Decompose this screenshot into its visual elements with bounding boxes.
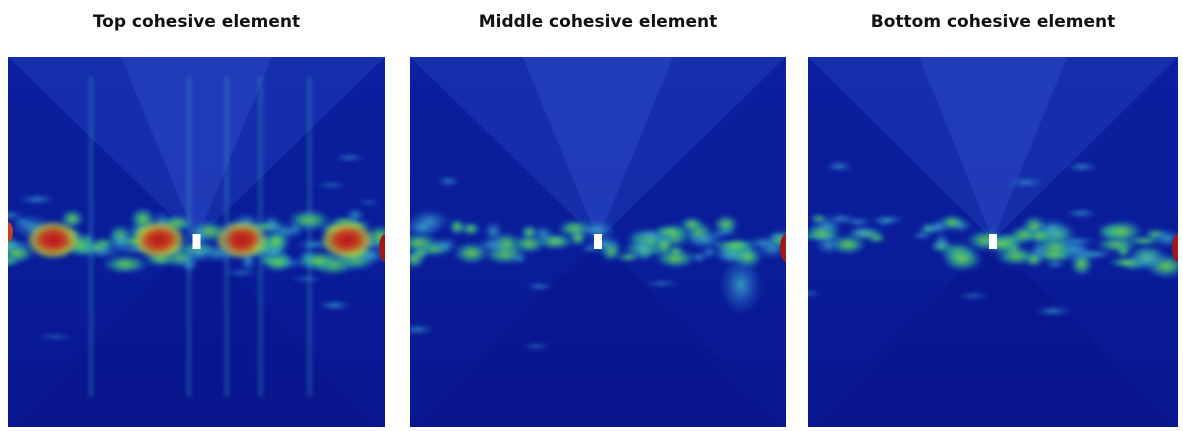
damage-spot — [632, 236, 653, 260]
damage-spot — [1108, 257, 1144, 267]
crack-tip — [989, 234, 997, 249]
damage-spot — [430, 237, 459, 253]
scatter-spot — [706, 232, 730, 236]
scatter-spot — [525, 283, 553, 290]
damage-spot — [933, 233, 949, 251]
damage-spot — [844, 217, 873, 226]
edge-mark — [379, 234, 391, 262]
panels: Top cohesive element Middle cohesive elem… — [0, 12, 1183, 427]
damage-spot — [569, 228, 587, 246]
figure: Top cohesive element Middle cohesive elem… — [0, 0, 1183, 427]
scatter-spot — [174, 256, 197, 262]
scatter-spot — [332, 154, 366, 160]
panel-title: Middle cohesive element — [479, 12, 718, 32]
damage-spot — [520, 225, 538, 240]
scatter-spot — [314, 183, 348, 188]
crack-tip — [193, 234, 201, 249]
scatter-spot — [357, 200, 381, 204]
scatter-spot — [521, 344, 552, 349]
contour-image — [398, 57, 796, 427]
scatter-spot — [1064, 209, 1098, 218]
damage-spot — [483, 221, 504, 243]
streak — [187, 77, 191, 397]
scatter-spot — [437, 177, 461, 186]
damage-spot — [1009, 225, 1038, 244]
damage-spot — [411, 247, 431, 259]
panel-title: Top cohesive element — [93, 12, 300, 32]
scatter-spot — [289, 277, 325, 282]
scatter-spot — [643, 281, 680, 287]
streak — [259, 77, 263, 397]
scatter-spot — [1034, 307, 1072, 316]
scatter-spot — [957, 293, 990, 299]
damage-spot — [941, 246, 983, 271]
damage-spot — [1044, 260, 1066, 268]
scatter-spot — [654, 238, 674, 243]
contour-image — [794, 57, 1183, 427]
edge-mark — [780, 234, 792, 262]
damage-spot — [690, 252, 708, 263]
damage-spot — [679, 217, 704, 232]
streak — [89, 77, 93, 397]
damage-spot — [928, 220, 949, 232]
scatter-spot — [794, 291, 822, 296]
damage-spot — [102, 255, 150, 274]
damage-spot — [1127, 236, 1162, 245]
scatter-spot — [18, 195, 57, 204]
damage-spot — [713, 215, 739, 234]
panel-title: Bottom cohesive element — [871, 12, 1115, 32]
streak — [308, 77, 312, 397]
scatter-spot — [224, 270, 260, 275]
streak — [225, 77, 229, 397]
panel: Middle cohesive element — [398, 12, 796, 427]
damage-spot — [719, 255, 763, 315]
damage-spot — [811, 217, 843, 235]
scatter-spot — [1007, 178, 1045, 186]
damage-spot — [1024, 251, 1044, 267]
damage-spot — [511, 254, 528, 264]
hot-spot — [319, 220, 375, 260]
scatter-spot — [36, 335, 75, 339]
scatter-spot — [870, 215, 907, 223]
scatter-spot — [638, 230, 661, 239]
scatter-spot — [317, 300, 352, 309]
hot-spot — [25, 220, 81, 260]
damage-spot — [448, 219, 466, 236]
scatter-spot — [1060, 245, 1093, 253]
contour-image — [0, 57, 396, 427]
panel: Bottom cohesive element — [794, 12, 1183, 427]
damage-spot — [867, 234, 886, 242]
scatter-spot — [765, 233, 796, 241]
hot-spot — [131, 220, 187, 260]
scatter-spot — [401, 325, 435, 334]
crack-tip — [594, 234, 602, 249]
scatter-spot — [825, 162, 854, 172]
panel: Top cohesive element — [0, 12, 396, 427]
edge-mark — [3, 222, 13, 242]
scatter-spot — [1065, 162, 1098, 171]
